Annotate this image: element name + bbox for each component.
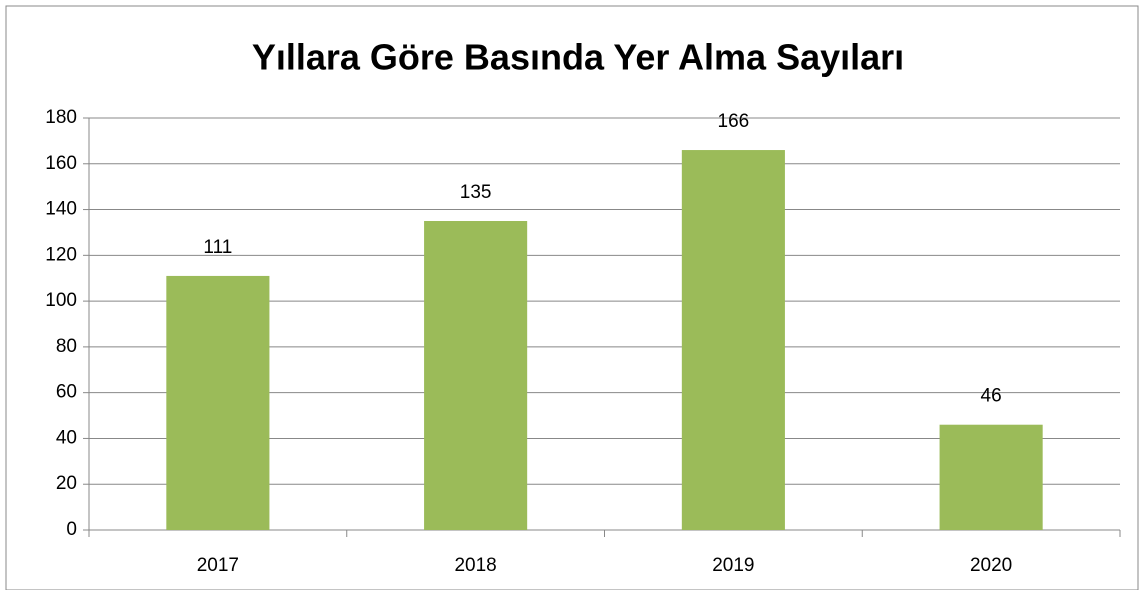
y-tick-label: 40 — [56, 427, 77, 448]
chart-title: Yıllara Göre Basında Yer Alma Sayıları — [252, 37, 904, 78]
bar — [681, 150, 785, 531]
y-tick-label: 120 — [45, 244, 77, 265]
y-tick-label: 0 — [66, 519, 77, 540]
bar — [166, 275, 270, 530]
data-label: 46 — [981, 386, 1002, 407]
y-tick-label: 80 — [56, 336, 77, 357]
x-tick-label: 2017 — [197, 555, 239, 576]
data-label: 111 — [203, 237, 232, 258]
bar — [939, 424, 1043, 530]
y-tick-label: 160 — [45, 153, 77, 174]
y-tick-label: 60 — [56, 382, 77, 403]
x-tick-label: 2018 — [454, 555, 496, 576]
y-tick-label: 20 — [56, 473, 77, 494]
bar — [424, 221, 528, 530]
data-label: 166 — [718, 111, 750, 132]
data-label: 135 — [460, 182, 492, 203]
y-tick-label: 100 — [45, 290, 77, 311]
y-tick-label: 140 — [45, 199, 77, 220]
y-tick-label: 180 — [45, 107, 77, 128]
x-tick-label: 2019 — [712, 555, 754, 576]
x-tick-label: 2020 — [970, 555, 1012, 576]
